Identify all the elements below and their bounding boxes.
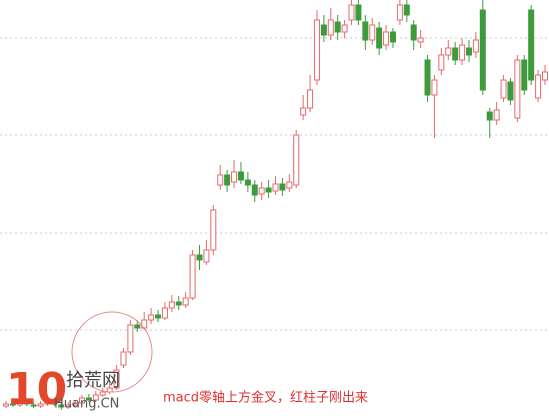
candle-body — [528, 9, 535, 81]
candles — [3, 0, 548, 410]
candle-body — [237, 171, 244, 181]
candle-body — [313, 19, 320, 81]
candle-body — [231, 171, 238, 183]
highlight-circle — [71, 311, 153, 393]
candle-body — [424, 59, 431, 96]
candle-body — [148, 314, 155, 321]
candle-body — [258, 187, 265, 195]
candle-body — [272, 183, 279, 192]
candle-body — [16, 402, 23, 406]
candle-body — [155, 314, 162, 319]
candle-body — [127, 324, 134, 353]
candle-body — [362, 21, 369, 41]
watermark-logo: 10 — [6, 364, 67, 415]
candle-body — [196, 254, 203, 261]
candle-body — [341, 24, 348, 33]
candle-body — [348, 4, 355, 21]
candle-body — [493, 109, 500, 121]
candle-body — [79, 397, 86, 404]
candle-body — [320, 24, 327, 36]
candle-body — [175, 301, 182, 306]
candle-body — [396, 4, 403, 21]
candle-body — [403, 4, 410, 16]
grid — [0, 37, 549, 331]
candle-body — [410, 24, 417, 41]
candle-body — [514, 59, 521, 119]
candle-body — [251, 184, 258, 196]
candle-body — [293, 134, 300, 186]
candle-body — [438, 54, 445, 71]
candle-body — [92, 394, 99, 401]
candle-body — [44, 401, 51, 405]
candle-body — [65, 404, 72, 408]
candle-body — [472, 39, 479, 53]
candle-body — [300, 107, 307, 116]
candle-body — [355, 4, 362, 21]
candle-body — [521, 59, 528, 91]
candle-body — [431, 79, 438, 96]
candle-body — [224, 174, 231, 186]
candle-body — [168, 301, 175, 309]
candle-body — [161, 307, 168, 319]
candle-body — [452, 47, 459, 61]
candle-body — [30, 404, 37, 407]
candle-body — [486, 111, 493, 121]
candle-body — [189, 254, 196, 299]
candle-body — [72, 402, 79, 406]
candle-body — [389, 31, 396, 43]
candle-body — [500, 79, 507, 99]
candle-body — [9, 403, 16, 406]
candle-body — [23, 402, 30, 405]
candle-body — [113, 369, 120, 389]
candle-body — [203, 249, 210, 263]
candle-body — [334, 21, 341, 33]
candle-body — [286, 181, 293, 189]
candle-body — [217, 174, 224, 186]
candle-body — [417, 37, 424, 43]
annotation: macd零轴上方金叉，红柱子刚出来 — [163, 390, 368, 406]
candle-body — [459, 44, 466, 61]
candle-body — [307, 89, 314, 109]
candle-body — [58, 404, 65, 408]
candle-body — [535, 74, 542, 99]
candle-body — [279, 183, 286, 191]
candle-body — [120, 351, 127, 366]
candle-body — [383, 31, 390, 46]
candle-body — [134, 324, 141, 329]
candle-body — [507, 81, 514, 101]
candle-body — [182, 297, 189, 306]
candle-body — [37, 403, 44, 407]
candle-body — [85, 397, 92, 401]
watermark-site: Huang.CN — [54, 397, 119, 412]
candle-body — [327, 19, 334, 36]
candle-body — [210, 209, 217, 251]
candle-body — [244, 179, 251, 186]
candle-body — [465, 47, 472, 56]
candle-body — [265, 187, 272, 193]
candle-body — [479, 9, 486, 91]
watermark-name: 拾荒网 — [66, 370, 120, 391]
candle-body — [445, 47, 452, 56]
candle-body — [376, 27, 383, 49]
candle-body — [99, 391, 106, 396]
candle-body — [542, 71, 548, 81]
candle-body — [3, 403, 9, 407]
candle-body — [369, 24, 376, 41]
candle-body — [51, 401, 58, 405]
